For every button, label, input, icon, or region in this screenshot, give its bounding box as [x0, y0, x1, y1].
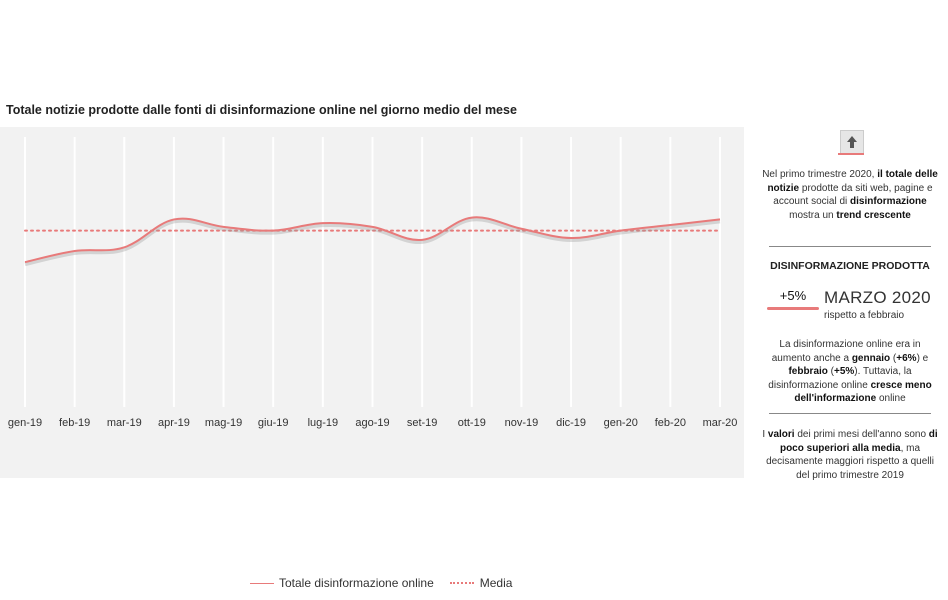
- x-tick-label: dic-19: [556, 417, 586, 429]
- x-tick-label: mar-20: [703, 417, 738, 429]
- legend-item-total: Totale disinformazione online: [250, 576, 434, 590]
- summary-text: I valori dei primi mesi dell'anno sono d…: [762, 429, 938, 481]
- legend-line-swatch: [250, 582, 274, 584]
- legend-label-media: Media: [479, 576, 513, 590]
- icon-underline: [838, 153, 864, 155]
- x-tick-label: gen-19: [8, 417, 42, 429]
- x-tick-label: gen-20: [604, 417, 638, 429]
- x-tick-label: feb-20: [655, 417, 686, 429]
- legend-label-total: Totale disinformazione online: [279, 576, 434, 590]
- trend-up-arrow-icon: [840, 130, 864, 154]
- series-line-totale: [24, 216, 721, 264]
- x-tick-label: ago-19: [355, 417, 389, 429]
- x-tick-label: set-19: [407, 417, 438, 429]
- chart-legend: Totale disinformazione online Media: [234, 572, 514, 594]
- line-chart: gen-19 feb-19 mar-19 apr-19 mag-19 giu-19 lug-…: [8, 137, 738, 429]
- chart-title: Totale notizie prodotte dalle fonti di d…: [6, 103, 517, 117]
- legend-item-media: Media: [449, 576, 513, 590]
- x-tick-label: mag-19: [205, 417, 242, 429]
- x-tick-label: feb-19: [59, 417, 90, 429]
- x-tick-label: apr-19: [158, 417, 190, 429]
- divider: [769, 246, 931, 247]
- x-tick-label: lug-19: [308, 417, 339, 429]
- section-heading: DISINFORMAZIONE PRODOTTA: [770, 260, 930, 272]
- series-line-shadow: [24, 217, 721, 267]
- percent-change-badge: +5%: [779, 288, 807, 303]
- month-label: MARZO 2020: [824, 288, 931, 307]
- x-tick-label: ott-19: [458, 417, 486, 429]
- x-tick-label: giu-19: [258, 417, 289, 429]
- month-sublabel: rispetto a febbraio: [824, 310, 905, 321]
- intro-text: Nel primo trimestre 2020, il totale dell…: [762, 169, 938, 221]
- x-tick-label: nov-19: [505, 417, 539, 429]
- context-text: La disinformazione online era in aumento…: [768, 339, 932, 404]
- percent-underline: [767, 307, 819, 310]
- x-tick-label: mar-19: [107, 417, 142, 429]
- divider: [769, 413, 931, 414]
- chart-panel: gen-19 feb-19 mar-19 apr-19 mag-19 giu-19 lug-…: [0, 127, 744, 594]
- legend-dotted-swatch: [449, 582, 474, 584]
